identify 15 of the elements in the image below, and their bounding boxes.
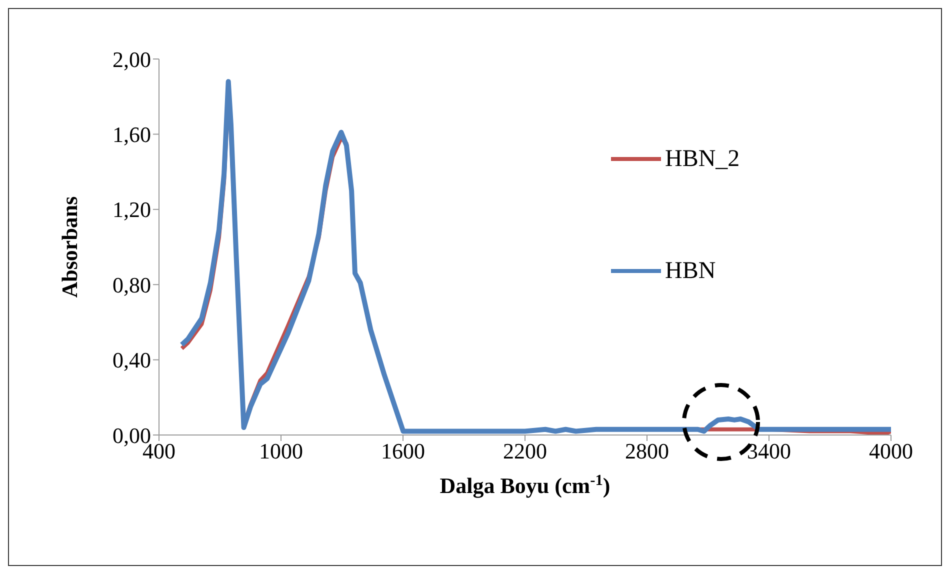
x-tick-label: 2200 [503,438,547,464]
x-tick-label: 1000 [259,438,303,464]
y-tick-label: 0,40 [112,348,151,373]
y-tick-label: 1,60 [112,122,151,148]
x-tick-label: 4000 [869,438,913,464]
x-tick-label: 1600 [381,438,425,464]
x-axis-title: Dalga Boyu (cm$^{-1}$) [440,472,610,498]
y-tick-label: 0,80 [112,272,151,298]
y-tick-label: 2,00 [112,46,151,72]
x-tick-label: 3400 [747,438,791,464]
x-tick-label: 2800 [625,438,669,464]
legend-label: HBN_2 [665,146,740,172]
legend-label: HBN [665,258,716,284]
y-axis-title: Absorbans [56,196,82,298]
y-tick-label: 1,20 [112,197,151,222]
